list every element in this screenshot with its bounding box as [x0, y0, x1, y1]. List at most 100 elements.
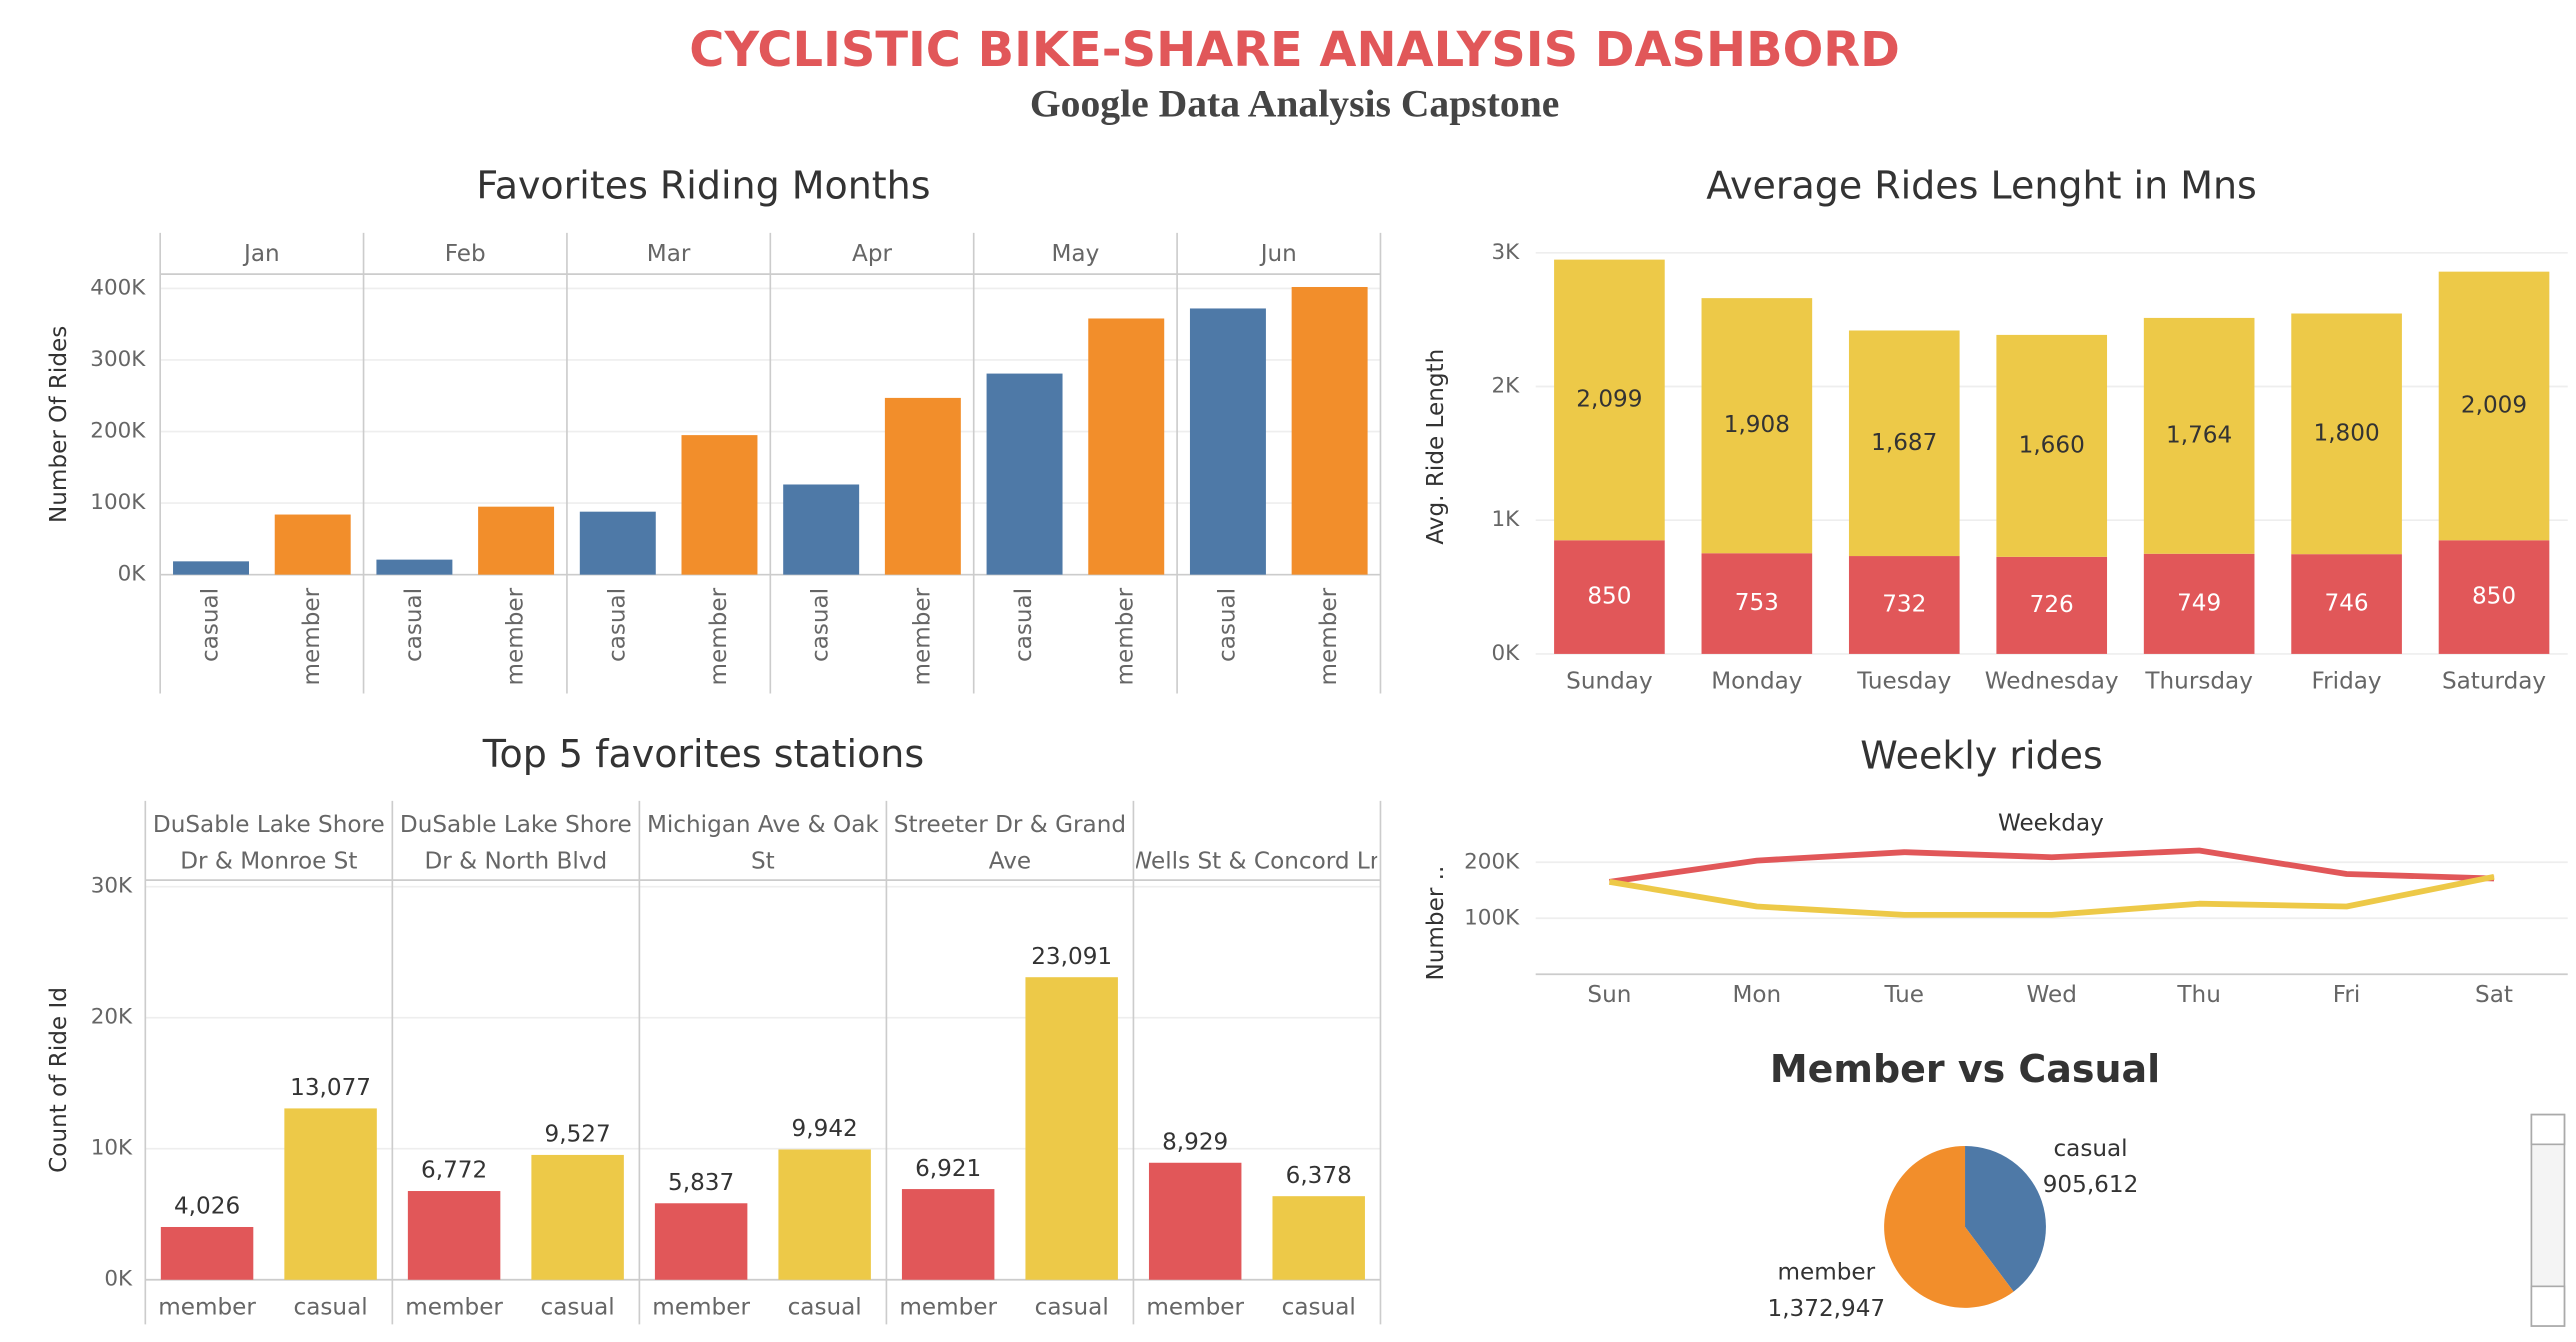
x-axis-title: Weekday [1998, 810, 2104, 836]
data-label: 8,929 [1162, 1129, 1228, 1155]
data-label: 850 [1587, 584, 1631, 610]
x-tick-label: Wednesday [1985, 668, 2119, 694]
y-tick-label: 10K [91, 1136, 133, 1161]
scroll-down[interactable] [2530, 1285, 2566, 1327]
y-axis-title: Number .. [1423, 866, 1449, 981]
data-label: 9,527 [545, 1122, 611, 1148]
column-header: Jan [242, 241, 280, 267]
bar [284, 1108, 377, 1280]
y-tick-label: 20K [91, 1005, 133, 1030]
bar-segment [1996, 556, 2108, 654]
data-label: 6,772 [421, 1158, 487, 1184]
series-label: member [1146, 1294, 1244, 1320]
y-tick-label: 0K [1491, 641, 1520, 666]
data-label: 9,942 [792, 1116, 858, 1142]
data-label: 749 [2177, 590, 2221, 616]
column-header-text: DuSable Lake Shore Dr & Monroe St [152, 812, 385, 876]
series-label: casual [1011, 588, 1037, 662]
dashboard-title: CYCLISTIC BIKE-SHARE ANALYSIS DASHBORD [689, 23, 1900, 78]
data-label: 1,687 [1871, 430, 1937, 456]
pie-slice [1965, 1145, 2046, 1292]
y-axis-title: Count of Ride Id [46, 987, 72, 1173]
x-tick-label: Saturday [2442, 668, 2546, 694]
x-tick-label: Sun [1587, 982, 1631, 1008]
dashboard-subtitle: Google Data Analysis Capstone [1030, 81, 1559, 125]
column-header: Mar [647, 241, 691, 267]
bar [901, 1189, 995, 1280]
data-label: 4,026 [174, 1194, 240, 1220]
scrollbar[interactable] [2530, 1113, 2566, 1327]
data-label: 732 [1882, 591, 1926, 617]
bar [783, 484, 860, 575]
bar [778, 1149, 871, 1280]
data-label: 2,099 [1576, 386, 1642, 412]
chart-title: Favorites Riding Months [476, 164, 930, 208]
series-label: casual [401, 588, 427, 662]
line-series [1608, 873, 2495, 918]
bar [274, 514, 351, 575]
column-header: Jun [1259, 241, 1297, 267]
bar-segment [2438, 271, 2550, 541]
y-tick-label: 3K [1491, 240, 1520, 265]
bar [478, 506, 555, 575]
bar-segment [1554, 540, 1665, 654]
pie-label: member [1777, 1260, 1875, 1286]
column-header-text: Michigan Ave & Oak St [646, 812, 879, 876]
scroll-up[interactable] [2530, 1113, 2566, 1146]
column-header: Streeter Dr & Grand Ave [894, 812, 1126, 875]
column-header: Michigan Ave & Oak St [646, 812, 879, 876]
column-header: May [1052, 241, 1100, 267]
bar [1088, 318, 1165, 575]
bar [1272, 1196, 1365, 1280]
x-tick-label: Monday [1711, 668, 1802, 694]
bar [986, 373, 1063, 575]
column-header: Apr [852, 241, 892, 267]
series-label: member [1316, 587, 1342, 685]
data-label: 13,077 [290, 1075, 371, 1101]
data-label: 1,908 [1724, 412, 1790, 438]
series-label: member [706, 587, 732, 685]
series-label: casual [198, 588, 224, 662]
series-label: member [503, 587, 529, 685]
series-label: casual [1282, 1294, 1356, 1320]
data-label: 5,837 [668, 1170, 734, 1196]
y-tick-label: 200K [1464, 849, 1520, 874]
column-header-text: Wells St & Concord Ln [1136, 848, 1378, 876]
series-label: member [299, 587, 325, 685]
column-header: DuSable Lake Shore Dr & North Blvd [399, 812, 632, 876]
bar-segment [1996, 334, 2108, 557]
bar [1025, 977, 1118, 1280]
data-label: 753 [1735, 590, 1779, 616]
bar-segment [1554, 259, 1665, 541]
bar [407, 1191, 501, 1280]
data-label: 1,800 [2314, 420, 2380, 446]
bar-segment [1848, 330, 1960, 557]
chart-title: Top 5 favorites stations [482, 732, 924, 776]
series-label: casual [1214, 588, 1240, 662]
bar [531, 1154, 624, 1280]
bar-segment [2291, 313, 2402, 555]
column-header: Wells St & Concord Ln [1136, 848, 1378, 876]
y-tick-label: 0K [104, 1267, 133, 1292]
x-tick-label: Tuesday [1856, 668, 1951, 694]
bar [884, 397, 961, 575]
bar [1148, 1162, 1242, 1280]
column-header-text: DuSable Lake Shore Dr & North Blvd [399, 812, 632, 876]
y-tick-label: 400K [90, 275, 146, 300]
x-tick-label: Fri [2333, 982, 2361, 1008]
y-tick-label: 100K [90, 490, 146, 515]
series-label: casual [294, 1294, 368, 1320]
bar-segment [2143, 553, 2255, 654]
y-tick-label: 300K [90, 347, 146, 372]
y-tick-label: 2K [1491, 374, 1520, 399]
bar-segment [1848, 556, 1960, 654]
data-label: 1,764 [2166, 422, 2232, 448]
column-header: Feb [445, 241, 486, 267]
bar-segment [2438, 540, 2550, 654]
y-tick-label: 30K [91, 874, 133, 899]
y-tick-label: 200K [90, 419, 146, 444]
y-tick-label: 100K [1464, 905, 1520, 930]
x-tick-label: Wed [2027, 982, 2077, 1008]
